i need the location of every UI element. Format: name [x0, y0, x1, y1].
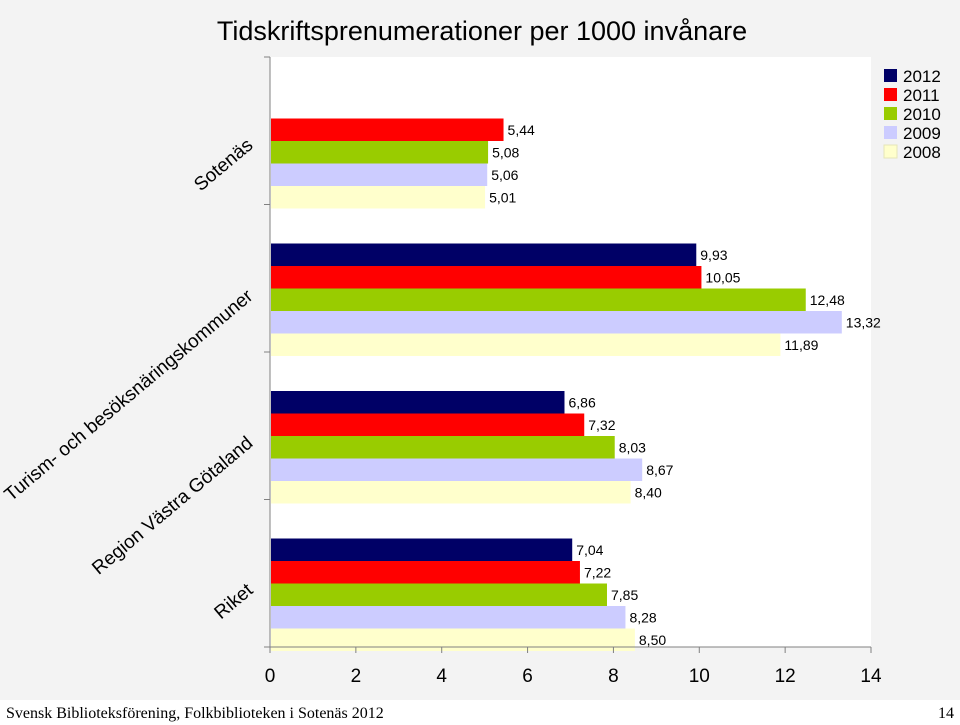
x-ticks-group: 0 2 4 6 8 10 12 14: [265, 647, 882, 687]
bar-2009-3: [271, 606, 626, 629]
chart-title: Tidskriftsprenumerationer per 1000 invån…: [217, 16, 747, 46]
value-label-2009-2: 8,67: [646, 462, 673, 478]
bar-2008-3: [271, 628, 635, 651]
value-label-2009-1: 13,32: [846, 314, 881, 330]
bar-2012-3: [271, 538, 573, 561]
legend-swatch-2008: [883, 144, 898, 159]
bar-2008-1: [271, 333, 781, 356]
bar-2010-3: [271, 583, 607, 606]
value-label-2012-2: 6,86: [568, 394, 595, 410]
value-label-2010-0: 5,08: [492, 144, 519, 160]
legend-swatch-2012: [884, 69, 897, 82]
legend-label-2009: 2009: [903, 124, 941, 143]
value-label-2011-3: 7,22: [584, 564, 611, 580]
value-label-2010-1: 12,48: [810, 292, 845, 308]
value-label-2009-0: 5,06: [491, 167, 518, 183]
bar-chart: Tidskriftsprenumerationer per 1000 invån…: [0, 16, 941, 687]
legend-label-2012: 2012: [903, 67, 941, 86]
x-tick-label-2: 4: [436, 666, 447, 687]
bar-2010-0: [271, 141, 489, 164]
x-tick-label-3: 6: [522, 666, 533, 687]
value-label-2008-1: 11,89: [784, 337, 818, 353]
bar-2010-2: [271, 436, 615, 459]
legend-swatch-2010: [884, 107, 897, 120]
value-label-2008-2: 8,40: [635, 484, 662, 500]
bar-2009-1: [271, 311, 842, 334]
x-tick-label-1: 2: [351, 666, 362, 687]
value-label-2010-2: 8,03: [619, 439, 646, 455]
value-label-2011-1: 10,05: [705, 269, 740, 285]
axes-group: [264, 56, 871, 648]
bar-2009-0: [271, 163, 488, 186]
bar-2008-2: [271, 481, 631, 504]
bar-2011-1: [271, 266, 702, 289]
bar-2012-1: [271, 243, 697, 266]
value-label-2008-3: 8,50: [639, 632, 666, 648]
x-tick-label-7: 14: [860, 666, 882, 687]
value-label-2012-3: 7,04: [576, 542, 603, 558]
value-label-2008-0: 5,01: [489, 189, 516, 205]
value-label-2011-2: 7,32: [588, 417, 615, 433]
legend-swatch-2009: [884, 126, 897, 139]
legend-label-2008: 2008: [903, 143, 941, 162]
bars-group: [271, 118, 842, 651]
legend-swatch-2011: [884, 88, 897, 101]
footer: Svensk Biblioteksförening, Folkbibliotek…: [0, 700, 960, 725]
bar-2008-0: [271, 186, 486, 209]
legend-label-2010: 2010: [903, 105, 941, 124]
x-tick-label-6: 12: [775, 666, 796, 687]
value-label-2010-3: 7,85: [611, 587, 638, 603]
page-number: 14: [938, 705, 954, 722]
value-label-2012-1: 9,93: [700, 247, 727, 263]
x-tick-label-0: 0: [265, 666, 276, 687]
bar-2011-2: [271, 413, 585, 436]
bar-2010-1: [271, 288, 806, 311]
x-tick-label-5: 10: [689, 666, 710, 687]
bar-2009-2: [271, 458, 643, 481]
bar-2011-3: [271, 561, 580, 584]
bar-2012-2: [271, 391, 565, 414]
bar-2011-0: [271, 118, 504, 141]
legend-label-2011: 2011: [903, 86, 940, 105]
value-label-2011-0: 5,44: [508, 122, 535, 138]
x-tick-label-4: 8: [608, 666, 619, 687]
value-label-2009-3: 8,28: [629, 609, 656, 625]
footer-source: Svensk Biblioteksförening, Folkbibliotek…: [6, 705, 384, 722]
